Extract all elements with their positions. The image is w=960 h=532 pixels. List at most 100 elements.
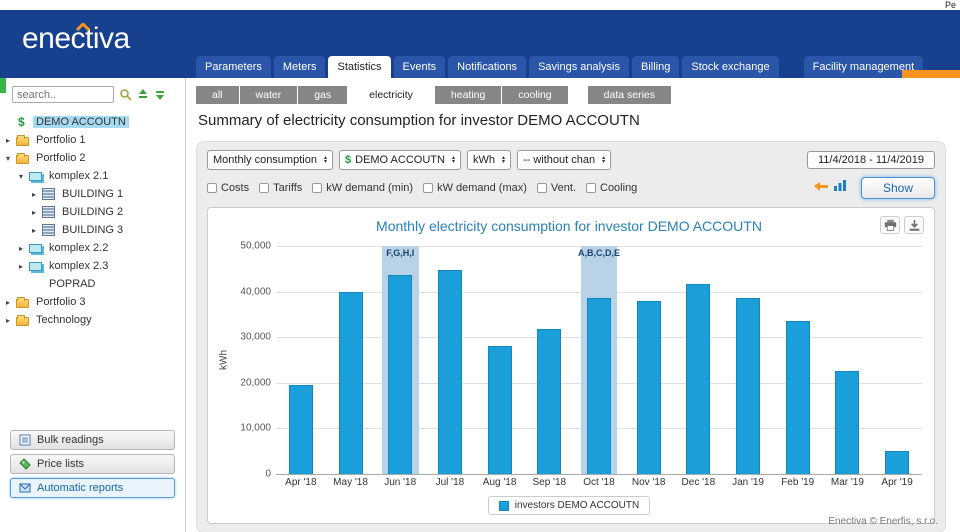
- bulk-readings-button[interactable]: Bulk readings: [10, 430, 175, 450]
- filter-tab-heating[interactable]: heating: [434, 86, 502, 104]
- chart-panel: Monthly electricity consumption for inve…: [207, 207, 935, 524]
- filter-tab-electricity[interactable]: electricity: [353, 86, 429, 104]
- tree-item-building-3[interactable]: ▸ BUILDING 3: [0, 221, 185, 239]
- tree-arrow-icon[interactable]: ▸: [6, 135, 11, 145]
- expand-all-icon[interactable]: [137, 88, 149, 101]
- tree-arrow-icon[interactable]: ▸: [32, 189, 37, 199]
- folder-icon: [16, 135, 29, 146]
- tree-label: komplex 2.3: [49, 260, 109, 272]
- nav-tab-facility-management[interactable]: Facility management: [803, 56, 924, 78]
- checkbox-cooling[interactable]: Cooling: [586, 182, 637, 194]
- tree-item-portfolio-3[interactable]: ▸ Portfolio 3: [0, 293, 185, 311]
- account-select[interactable]: $ DEMO ACCOUTN ▴ ▾: [338, 150, 461, 170]
- checkbox-box[interactable]: [207, 183, 217, 193]
- date-range-input[interactable]: 11/4/2018 - 11/4/2019: [806, 151, 935, 169]
- checkbox-kw-demand-max[interactable]: kW demand (max): [423, 182, 527, 194]
- tree-item-poprad[interactable]: POPRAD: [0, 275, 185, 293]
- nav-tab-statistics[interactable]: Statistics: [328, 56, 391, 78]
- filter-tabs: all water gas electricity heating cooling data…: [196, 86, 946, 104]
- tree-arrow-icon[interactable]: ▸: [32, 207, 37, 217]
- tree-label: Technology: [36, 314, 92, 326]
- checkbox-box[interactable]: [423, 183, 434, 193]
- ytick-label: 50,000: [240, 240, 271, 252]
- building-icon: [42, 224, 55, 236]
- page-title: Summary of electricity consumption for i…: [198, 112, 640, 129]
- bar-may-18[interactable]: [338, 291, 363, 474]
- nav-tab-savings-analysis[interactable]: Savings analysis: [529, 56, 629, 78]
- filter-group: all water gas: [196, 86, 348, 104]
- nav-tab-billing[interactable]: Billing: [632, 56, 680, 78]
- collapse-all-icon[interactable]: [154, 88, 166, 101]
- filter-tab-water[interactable]: water: [239, 86, 298, 104]
- sidebar-button-label: Automatic reports: [37, 482, 124, 494]
- tree-arrow-icon[interactable]: ▸: [32, 225, 37, 235]
- xtick-label: Apr '19: [881, 477, 913, 488]
- tree-arrow-icon[interactable]: ▸: [19, 243, 24, 253]
- bar-aug-18[interactable]: [487, 346, 512, 474]
- tree-arrow-icon[interactable]: ▸: [6, 315, 11, 325]
- change-select[interactable]: -- without chan ▴ ▾: [516, 150, 612, 170]
- chart-title: Monthly electricity consumption for inve…: [376, 218, 762, 234]
- hand-icon[interactable]: [813, 179, 829, 198]
- bar-sep-18[interactable]: [537, 329, 562, 474]
- select-value: DEMO ACCOUTN: [355, 154, 445, 166]
- bar-slot-jan-19: [723, 246, 773, 474]
- bar-chart-icon[interactable]: [833, 179, 847, 197]
- unit-select[interactable]: kWh ▴ ▾: [466, 150, 511, 170]
- filter-tab-data-series[interactable]: data series: [587, 86, 672, 104]
- filter-tab-gas[interactable]: gas: [298, 86, 348, 104]
- tree-arrow-icon[interactable]: ▾: [19, 171, 24, 181]
- search-input[interactable]: [12, 86, 114, 103]
- print-icon[interactable]: [880, 216, 900, 234]
- download-icon[interactable]: [904, 216, 924, 234]
- tree-item-building-2[interactable]: ▸ BUILDING 2: [0, 203, 185, 221]
- checkbox-box[interactable]: [536, 183, 547, 193]
- nav-tab-notifications[interactable]: Notifications: [448, 56, 527, 78]
- price-lists-button[interactable]: Price lists: [10, 454, 175, 474]
- tree-item-portfolio-2[interactable]: ▾ Portfolio 2: [0, 149, 185, 167]
- checkbox-box[interactable]: [259, 183, 270, 193]
- tree-arrow-icon[interactable]: ▸: [6, 297, 11, 307]
- tree-arrow-icon[interactable]: ▸: [19, 261, 24, 271]
- filter-tab-all[interactable]: all: [196, 86, 239, 104]
- bar-jul-18[interactable]: [437, 270, 462, 474]
- bar-dec-18[interactable]: [686, 283, 711, 474]
- building-icon: [42, 206, 55, 218]
- checkbox-box[interactable]: [586, 183, 596, 193]
- checkbox-costs[interactable]: Costs: [207, 182, 249, 194]
- period-select[interactable]: Monthly consumption ▴ ▾: [207, 150, 333, 170]
- tree-item-komplex-2-1[interactable]: ▾ komplex 2.1: [0, 167, 185, 185]
- tree-item-komplex-2-2[interactable]: ▸ komplex 2.2: [0, 239, 185, 257]
- nav-tab-meters[interactable]: Meters: [273, 56, 326, 78]
- tree-item-portfolio-1[interactable]: ▸ Portfolio 1: [0, 131, 185, 149]
- gridline: [276, 474, 922, 475]
- xtick-label: Jul '18: [435, 477, 465, 488]
- tree-arrow-icon[interactable]: ▾: [6, 153, 11, 163]
- tree-item-technology[interactable]: ▸ Technology: [0, 311, 185, 329]
- bar-apr-19[interactable]: [885, 451, 910, 474]
- bar-apr-18[interactable]: [288, 385, 313, 474]
- checkbox-tariffs[interactable]: Tariffs: [259, 182, 302, 194]
- checkbox-vent[interactable]: Vent.: [536, 182, 576, 194]
- show-button[interactable]: Show: [861, 177, 935, 199]
- bar-nov-18[interactable]: [636, 300, 661, 474]
- bar-oct-18[interactable]: [586, 297, 611, 474]
- complex-icon: [29, 262, 42, 271]
- checkbox-kw-demand-min[interactable]: kW demand (min): [312, 182, 413, 194]
- nav-tab-parameters[interactable]: Parameters: [196, 56, 271, 78]
- bar-feb-19[interactable]: [785, 321, 810, 474]
- logo[interactable]: enectiva: [22, 22, 130, 55]
- nav-tab-stock-exchange[interactable]: Stock exchange: [682, 56, 779, 78]
- filter-tab-cooling[interactable]: cooling: [502, 86, 568, 104]
- bar-jun-18[interactable]: [388, 274, 413, 474]
- bar-jan-19[interactable]: [736, 298, 761, 474]
- checkbox-box[interactable]: [312, 183, 323, 193]
- search-icon[interactable]: [119, 88, 132, 101]
- tree-item-demo-accoutn[interactable]: DEMO ACCOUTN: [0, 113, 185, 131]
- tree-item-building-1[interactable]: ▸ BUILDING 1: [0, 185, 185, 203]
- nav-tab-events[interactable]: Events: [393, 56, 446, 78]
- content: DEMO ACCOUTN ▸ Portfolio 1 ▾ Portfolio 2 ▾ kom…: [0, 78, 960, 532]
- automatic-reports-button[interactable]: Automatic reports: [10, 478, 175, 498]
- tree-item-komplex-2-3[interactable]: ▸ komplex 2.3: [0, 257, 185, 275]
- bar-mar-19[interactable]: [835, 370, 860, 474]
